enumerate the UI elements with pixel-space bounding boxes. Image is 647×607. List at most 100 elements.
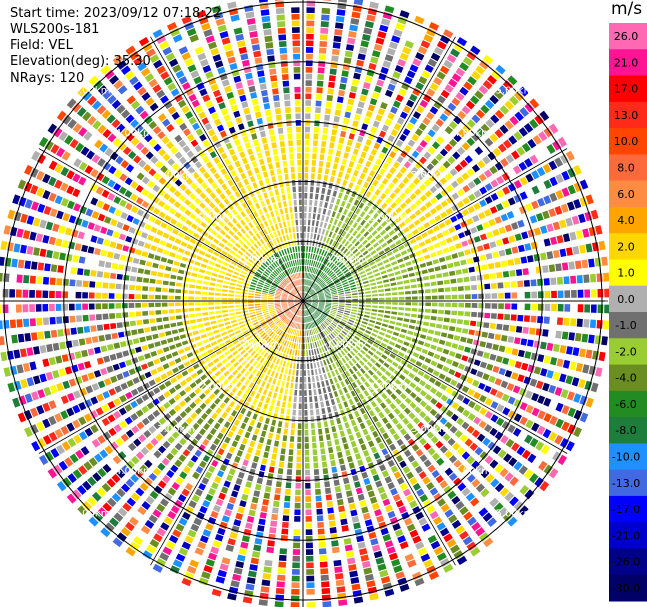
range-gate (271, 283, 278, 288)
range-gate (362, 398, 368, 406)
range-gate (286, 286, 291, 291)
range-gate (344, 50, 353, 58)
range-gate (480, 123, 490, 133)
range-gate (419, 334, 427, 340)
range-gate (153, 172, 162, 181)
range-gate (411, 296, 418, 300)
range-gate (150, 368, 158, 376)
range-gate (163, 390, 171, 398)
range-gate (451, 286, 458, 292)
range-gate (383, 246, 391, 253)
range-gate (29, 231, 37, 241)
range-gate (451, 73, 462, 83)
range-gate (347, 37, 356, 45)
range-gate (103, 271, 110, 279)
range-gate (390, 316, 397, 320)
range-gate (209, 166, 217, 175)
range-gate (77, 326, 84, 334)
range-gate (349, 245, 356, 252)
range-gate (368, 531, 377, 540)
range-gate (407, 155, 416, 164)
range-gate (355, 431, 362, 439)
range-gate (241, 236, 248, 242)
range-gate (357, 244, 363, 250)
range-gate (319, 332, 324, 338)
range-gate (297, 323, 300, 330)
range-gate (384, 588, 395, 597)
range-gate (331, 232, 337, 239)
range-gate (150, 226, 158, 234)
range-gate (531, 185, 540, 195)
range-gate (306, 239, 309, 246)
range-gate (287, 299, 294, 301)
range-gate (42, 434, 52, 445)
range-gate (127, 150, 137, 160)
range-gate (241, 360, 248, 366)
range-gate (202, 312, 209, 316)
range-gate (209, 282, 216, 286)
range-gate (490, 478, 500, 488)
range-gate (405, 307, 411, 312)
range-gate (263, 286, 270, 290)
range-gate (66, 422, 75, 432)
range-gate (331, 247, 336, 254)
range-gate (372, 268, 379, 273)
range-gate (406, 171, 414, 180)
range-gate (87, 476, 97, 487)
range-gate (242, 267, 249, 272)
range-gate (297, 310, 300, 316)
range-gate (297, 294, 302, 299)
range-gate (313, 328, 317, 334)
range-gate (207, 417, 215, 425)
range-gate (95, 292, 102, 299)
range-gate (379, 229, 387, 236)
range-gate (290, 314, 294, 320)
range-gate (476, 224, 484, 232)
range-gate (258, 599, 268, 606)
range-gate (415, 511, 425, 521)
range-gate (281, 315, 286, 320)
range-gate (135, 311, 142, 317)
range-gate (282, 374, 287, 381)
range-gate (415, 145, 424, 153)
range-gate (125, 359, 133, 367)
range-gate (303, 303, 306, 310)
range-gate (107, 179, 116, 188)
range-gate (328, 283, 335, 288)
range-gate (270, 273, 276, 278)
range-gate (71, 489, 82, 500)
range-gate (345, 233, 351, 240)
range-gate (291, 588, 300, 595)
range-gate (345, 104, 353, 112)
range-gate (229, 531, 238, 540)
range-gate (403, 255, 410, 261)
range-gate (262, 290, 268, 294)
range-gate (519, 416, 528, 426)
range-gate (157, 131, 166, 140)
range-gate (130, 193, 138, 202)
range-gate (331, 225, 336, 232)
range-gate (210, 320, 217, 325)
range-gate (451, 204, 459, 212)
range-gate (284, 318, 289, 323)
range-gate (80, 146, 90, 156)
range-gate (325, 277, 331, 283)
range-gate (160, 256, 168, 263)
range-gate (287, 355, 291, 362)
range-gate (253, 353, 259, 359)
range-gate (251, 462, 258, 469)
range-gate (338, 343, 344, 349)
range-gate (356, 316, 363, 320)
range-gate (582, 228, 590, 238)
range-gate (253, 262, 260, 268)
range-gate (305, 80, 312, 87)
range-gate (224, 234, 232, 240)
range-gate (584, 304, 591, 313)
range-gate (332, 190, 338, 197)
range-gate (345, 296, 352, 299)
range-gate (148, 120, 158, 130)
range-gate (365, 298, 372, 301)
range-gate (77, 86, 88, 97)
range-gate (189, 319, 197, 324)
range-gate (252, 235, 258, 242)
